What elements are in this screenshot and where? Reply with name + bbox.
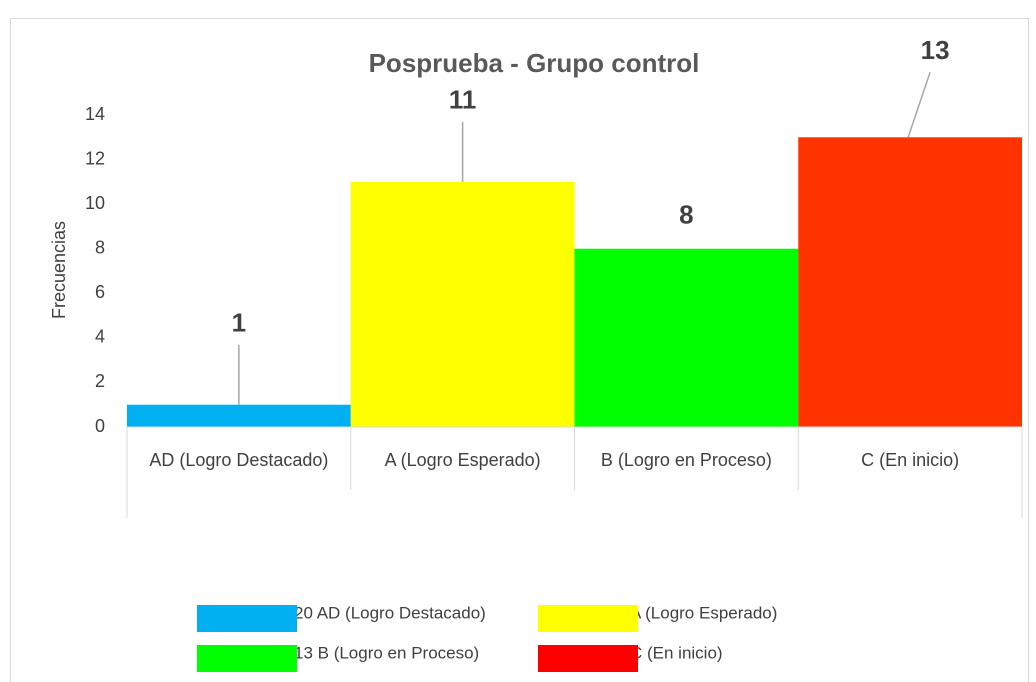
x-tick-label: AD (Logro Destacado) [149,450,328,470]
y-tick-label: 14 [85,104,105,124]
bar [127,404,351,427]
legend-swatch [538,645,638,672]
x-tick-label: B (Logro en Proceso) [601,450,772,470]
data-label: 1 [232,308,246,338]
y-tick-label: 2 [95,371,105,391]
legend-label: C (En inicio) [630,643,723,662]
x-tick-label: C (En inicio) [861,450,959,470]
y-axis-label: Frecuencias [49,221,69,319]
legend-swatch [538,605,638,632]
y-tick-label: 10 [85,193,105,213]
data-label: 8 [679,200,693,230]
data-label: 13 [921,35,950,65]
data-label: 11 [449,85,477,115]
legend-label: 20 AD (Logro Destacado) [294,603,486,622]
bar [574,248,799,427]
y-tick-label: 0 [95,416,105,436]
y-tick-label: 8 [95,237,105,257]
y-tick-label: 4 [95,327,105,347]
bar [350,181,575,427]
legend-label: A (Logro Esperado) [630,603,777,622]
leader-line [907,72,931,138]
y-tick-label: 12 [85,148,105,168]
legend-swatch [197,605,297,632]
legend-swatch [197,645,297,672]
chart-border [10,18,1029,682]
y-tick-label: 6 [95,282,105,302]
chart-title: Posprueba - Grupo control [369,48,700,78]
legend-label: 13 B (Logro en Proceso) [294,643,479,662]
bar [798,137,1022,428]
x-tick-label: A (Logro Esperado) [385,450,541,470]
